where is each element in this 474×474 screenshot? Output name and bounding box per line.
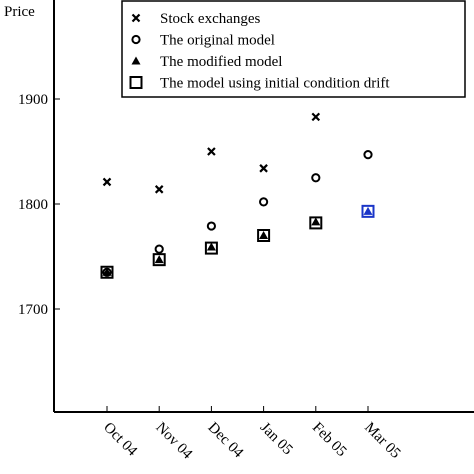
data-point — [259, 197, 269, 207]
data-point — [207, 147, 216, 156]
data-point — [102, 177, 112, 187]
legend-label: The original model — [160, 33, 275, 49]
x-tick-label: Feb 05 — [309, 420, 349, 460]
data-point — [311, 173, 321, 183]
data-point — [311, 217, 321, 226]
y-tick-label: 1700 — [18, 302, 48, 318]
legend-box — [121, 0, 466, 98]
data-point — [259, 164, 268, 173]
data-point — [154, 255, 164, 264]
data-point — [154, 185, 164, 194]
data-point — [259, 231, 269, 239]
y-tick-label: 1800 — [18, 197, 48, 213]
x-tick-label: Oct 04 — [100, 420, 140, 460]
y-axis-label: Price — [4, 4, 35, 20]
data-point — [152, 253, 166, 267]
x-tick-label: Jan 05 — [257, 420, 296, 459]
legend-label: The model using initial condition drift — [160, 76, 390, 92]
legend-marker — [129, 76, 143, 89]
x-tick-label: Mar 05 — [361, 420, 403, 462]
y-tick-label: 1900 — [18, 92, 48, 108]
data-point — [361, 204, 375, 218]
legend-label: The modified model — [160, 54, 282, 70]
data-point — [102, 267, 112, 276]
data-point — [204, 241, 218, 255]
data-point — [154, 244, 164, 254]
data-point — [206, 242, 216, 251]
data-point — [363, 150, 373, 160]
legend-marker — [131, 34, 141, 45]
x-tick-label: Dec 04 — [205, 420, 247, 462]
data-point — [309, 216, 323, 230]
data-point — [257, 229, 271, 242]
x-tick-label: Nov 04 — [152, 420, 195, 463]
data-point — [311, 112, 321, 122]
data-point — [363, 206, 373, 215]
data-point — [206, 221, 216, 231]
legend-marker — [131, 56, 141, 65]
legend-marker — [131, 13, 141, 23]
legend-label: Stock exchanges — [160, 11, 261, 27]
data-point — [100, 265, 114, 279]
